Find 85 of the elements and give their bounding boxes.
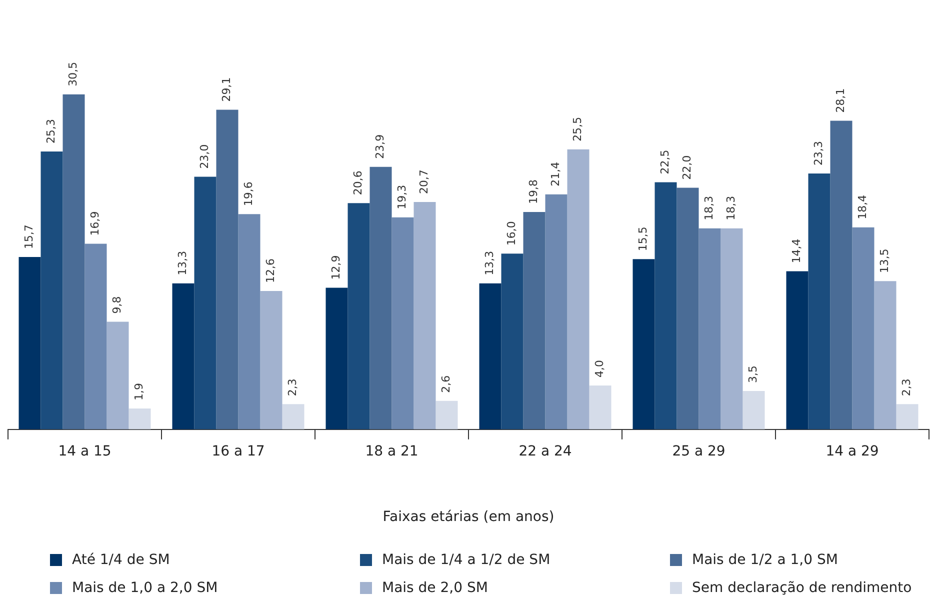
data-label: 23,3	[812, 141, 826, 166]
data-label: 13,3	[483, 250, 496, 276]
bar	[501, 254, 524, 430]
bar	[808, 174, 830, 430]
legend-label: Até 1/4 de SM	[72, 552, 170, 568]
bar	[40, 152, 63, 430]
data-label: 15,5	[636, 226, 650, 252]
bar	[282, 404, 304, 430]
bar	[589, 385, 612, 430]
legend-label: Sem declaração de rendimento	[692, 580, 912, 596]
x-tick-label: 18 a 21	[365, 443, 418, 460]
bar	[632, 259, 655, 430]
data-label: 4,0	[593, 360, 606, 378]
bar	[18, 256, 41, 430]
data-label: 28,1	[834, 88, 848, 113]
data-label: 23,9	[374, 134, 387, 159]
bar	[370, 166, 392, 430]
bar	[654, 182, 677, 430]
data-label: 19,6	[242, 182, 256, 206]
bar	[106, 322, 129, 430]
data-label: 16,9	[88, 211, 102, 236]
data-label: 25,5	[571, 116, 584, 142]
bar	[567, 149, 590, 430]
bar	[786, 271, 808, 430]
data-label: 30,5	[66, 62, 80, 86]
legend-label: Mais de 1/2 a 1,0 SM	[692, 552, 838, 568]
legend-label: Mais de 2,0 SM	[382, 580, 488, 596]
data-label: 18,4	[856, 194, 870, 220]
data-label: 3,5	[746, 365, 760, 383]
bar	[720, 228, 743, 430]
data-label: 14,4	[790, 238, 804, 264]
bar	[479, 283, 502, 430]
data-label: 19,3	[396, 184, 409, 210]
bar	[238, 214, 260, 430]
bar	[436, 400, 458, 430]
x-axis-title: Faixas etárias (em anos)	[382, 509, 554, 526]
bar	[676, 188, 699, 430]
bar	[698, 228, 721, 430]
x-tick-label: 25 a 29	[672, 443, 726, 460]
bar	[414, 202, 436, 430]
legend-label: Mais de 1/4 a 1/2 de SM	[382, 552, 550, 568]
x-tick-label: 14 a 29	[826, 443, 879, 460]
data-label: 2,6	[440, 375, 453, 393]
data-label: 12,6	[264, 258, 278, 284]
bar	[523, 212, 546, 430]
data-label: 2,3	[286, 378, 300, 396]
data-label: 19,8	[527, 179, 540, 204]
bar	[348, 203, 370, 430]
bar	[392, 217, 414, 430]
data-label: 23,0	[198, 144, 212, 169]
bar	[545, 194, 568, 430]
x-tick-label: 22 a 24	[518, 443, 572, 460]
data-label: 22,0	[680, 155, 694, 180]
bar	[62, 94, 85, 430]
legend-label: Mais de 1,0 a 2,0 SM	[72, 580, 218, 596]
data-label: 12,9	[330, 255, 343, 280]
data-label: 1,9	[132, 383, 146, 401]
bar	[260, 291, 282, 430]
bar	[84, 244, 107, 430]
data-label: 18,3	[702, 196, 716, 220]
data-label: 20,7	[418, 170, 431, 194]
bar	[128, 408, 151, 430]
data-label: 13,5	[878, 248, 892, 274]
x-tick-label: 14 a 15	[58, 443, 112, 460]
data-label: 13,3	[176, 250, 190, 276]
data-label: 9,8	[110, 296, 124, 314]
bar	[742, 390, 765, 430]
data-label: 29,1	[220, 77, 234, 102]
data-label: 16,0	[505, 221, 518, 246]
data-label: 25,3	[44, 119, 58, 144]
data-label: 21,4	[549, 162, 562, 186]
data-label: 15,7	[22, 224, 36, 249]
bar	[896, 404, 918, 430]
bar	[830, 120, 852, 430]
data-label: 18,3	[724, 196, 738, 220]
bar	[216, 110, 238, 430]
bar	[874, 281, 896, 430]
data-label: 2,3	[900, 378, 914, 396]
bar	[326, 288, 348, 430]
bar	[852, 227, 874, 430]
x-tick-label: 16 a 17	[212, 443, 265, 460]
data-label: 22,5	[658, 150, 672, 174]
bar	[194, 176, 216, 430]
bar	[172, 283, 194, 430]
data-label: 20,6	[352, 170, 365, 196]
